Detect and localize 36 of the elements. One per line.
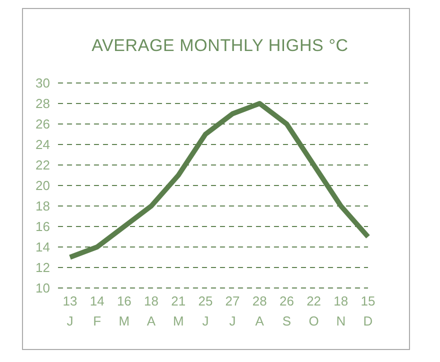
y-tick-label: 10 <box>36 280 50 296</box>
y-tick-label: 28 <box>36 96 50 112</box>
x-tick-label: F <box>93 313 102 328</box>
y-tick-label: 30 <box>36 76 50 91</box>
data-label: 16 <box>116 293 132 308</box>
data-label: 15 <box>360 293 376 308</box>
y-tick-label: 18 <box>36 198 50 214</box>
x-tick-label: D <box>363 313 373 328</box>
x-tick-label: J <box>66 313 74 328</box>
data-label: 25 <box>198 293 213 308</box>
data-label: 18 <box>144 293 159 308</box>
y-tick-label: 12 <box>36 260 50 276</box>
x-tick-label: A <box>146 313 156 328</box>
data-label: 26 <box>279 293 294 308</box>
x-tick-label: A <box>255 313 264 328</box>
chart-title: AVERAGE MONTHLY HIGHS °C <box>90 36 350 56</box>
x-tick-label: M <box>172 313 184 328</box>
y-tick-label: 24 <box>36 137 50 152</box>
x-tick-label: M <box>118 313 130 328</box>
data-label: 28 <box>252 293 267 308</box>
x-tick-label: J <box>202 313 209 328</box>
data-label: 13 <box>62 293 78 308</box>
x-tick-label: O <box>308 313 319 328</box>
data-label: 21 <box>171 293 186 308</box>
data-label: 14 <box>90 293 104 308</box>
data-label: 27 <box>225 293 240 308</box>
x-tick-label: J <box>229 313 236 328</box>
y-tick-label: 22 <box>36 158 50 173</box>
y-tick-label: 14 <box>36 240 50 255</box>
data-label: 22 <box>306 293 322 308</box>
data-label: 18 <box>334 293 348 308</box>
y-tick-label: 26 <box>36 116 50 132</box>
x-tick-label: S <box>282 313 292 328</box>
y-tick-label: 20 <box>36 178 50 194</box>
x-tick-label: N <box>336 313 346 328</box>
y-tick-label: 16 <box>36 219 50 234</box>
